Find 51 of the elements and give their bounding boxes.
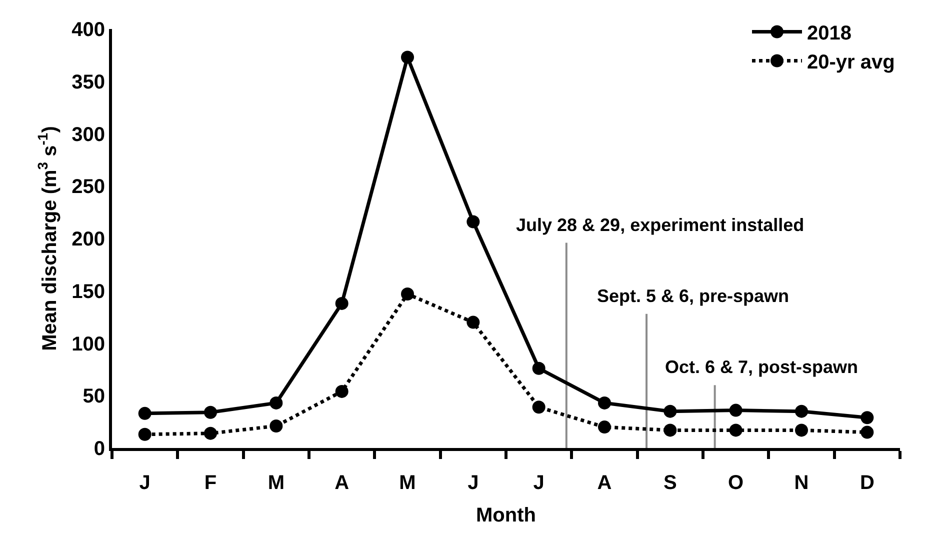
y-tick-label: 400 <box>72 19 105 41</box>
x-tick-label: J <box>533 472 544 494</box>
y-tick-label: 200 <box>72 228 105 250</box>
point <box>664 404 677 418</box>
annotation: Sept. 5 & 6, pre-spawn <box>597 286 790 306</box>
annotation: Oct. 6 & 7, post-spawn <box>665 357 858 377</box>
point <box>335 384 348 398</box>
x-tick-label: M <box>399 472 416 494</box>
x-tick-label: N <box>794 472 809 494</box>
point <box>664 424 677 437</box>
x-tick-label: S <box>664 472 677 494</box>
point <box>860 426 874 439</box>
point <box>860 411 874 424</box>
point <box>729 404 742 417</box>
point <box>532 400 546 414</box>
x-tick-label: M <box>268 472 285 494</box>
y-tick-label: 300 <box>72 124 105 146</box>
x-tick-label: A <box>597 472 612 494</box>
point <box>204 406 217 419</box>
x-axis-title: Month <box>476 504 536 526</box>
x-tick-label: O <box>728 472 744 494</box>
point <box>204 426 217 440</box>
point <box>598 420 611 434</box>
y-tick-label: 250 <box>72 176 105 198</box>
point <box>335 296 348 310</box>
point <box>138 406 152 420</box>
y-tick-label: 100 <box>72 333 105 356</box>
point <box>401 288 414 301</box>
legend-label: 20-yr avg <box>807 52 895 74</box>
x-tick-label: J <box>139 472 150 494</box>
y-tick-label: 50 <box>82 386 105 408</box>
x-tick-label: J <box>468 472 479 494</box>
point <box>270 420 283 432</box>
x-tick-label: A <box>334 472 350 494</box>
point <box>466 215 480 228</box>
y-tick-label: 150 <box>72 280 105 303</box>
point <box>532 362 546 375</box>
point <box>466 316 480 329</box>
point <box>270 396 283 410</box>
x-tick-label: F <box>204 472 217 494</box>
point <box>138 428 152 441</box>
point <box>795 404 808 418</box>
legend-label: 2018 <box>807 22 852 45</box>
point <box>598 396 611 410</box>
annotation: July 28 & 29, experiment installed <box>516 215 804 235</box>
point <box>729 424 742 437</box>
x-tick-label: D <box>860 472 874 494</box>
y-tick-label: 350 <box>72 71 105 94</box>
y-tick-label: 0 <box>94 438 105 460</box>
point <box>795 424 808 437</box>
point <box>401 50 414 64</box>
